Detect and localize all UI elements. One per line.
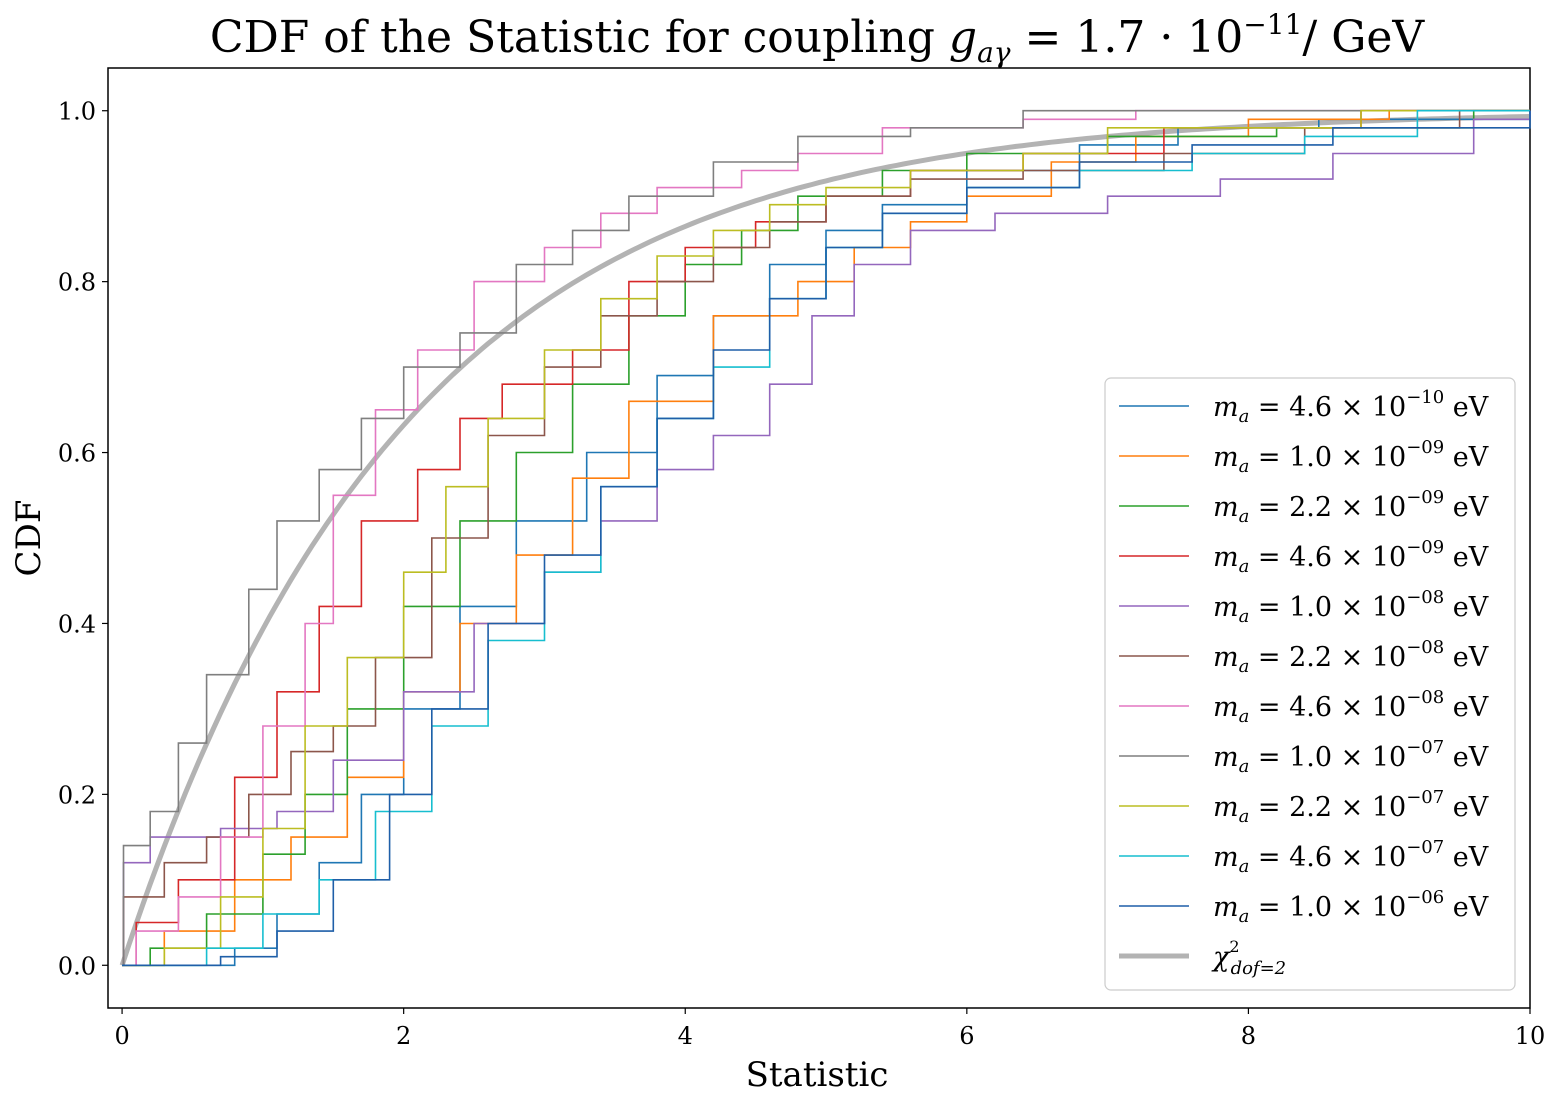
y-tick-label: 0.6 [58,440,96,468]
x-tick-label: 6 [959,1022,974,1050]
legend-label-7: ma = 1.0 × 10−07 eV [1213,737,1489,777]
y-tick-label: 1.0 [58,98,96,126]
ticks-group: 0 2 4 6 8 10 0.0 0.2 0.4 0.6 0.8 1.0 [58,98,1545,1050]
x-tick-label: 8 [1241,1022,1256,1050]
legend-label-6: ma = 4.6 × 10−08 eV [1213,687,1489,727]
legend-box [1104,377,1516,991]
y-tick-label: 0.2 [58,781,96,809]
legend-label-9: ma = 4.6 × 10−07 eV [1213,837,1489,877]
legend: ma = 4.6 × 10−10 eV ma = 1.0 × 10−09 eV ma… [1104,377,1516,991]
plot-area: 0 2 4 6 8 10 0.0 0.2 0.4 0.6 0.8 1.0 [58,67,1545,1050]
y-tick-label: 0.4 [58,610,96,638]
chart-title: CDF of the Statistic for coupling gaγ = … [210,8,1426,69]
x-tick-label: 4 [678,1022,693,1050]
axes-frame [107,67,1531,1009]
legend-label-5: ma = 2.2 × 10−08 eV [1213,637,1489,677]
series-group [119,109,1531,967]
series-line-6 [122,109,1530,967]
legend-label-8: ma = 2.2 × 10−07 eV [1213,787,1489,827]
y-tick-label: 0.0 [58,952,96,980]
x-tick-label: 10 [1515,1022,1546,1050]
y-tick-label: 0.8 [58,269,96,297]
series-line-0 [122,110,1531,967]
legend-label-1: ma = 1.0 × 10−09 eV [1213,437,1489,477]
series-line-10 [122,110,1531,967]
legend-label-0: ma = 4.6 × 10−10 eV [1213,387,1489,427]
series-line-7 [122,109,1530,967]
series-line-8 [122,109,1530,967]
x-tick-label: 0 [114,1022,129,1050]
legend-label-2: ma = 2.2 × 10−09 eV [1213,487,1489,527]
y-axis-label: CDF [9,500,49,577]
legend-label-reference: χ2 dof=2 [1211,937,1286,979]
series-chi2-reference [119,114,1531,967]
legend-label-10: ma = 1.0 × 10−06 eV [1213,887,1489,927]
x-axis-label: Statistic [746,1055,889,1095]
x-tick-label: 2 [396,1022,411,1050]
legend-label-4: ma = 1.0 × 10−08 eV [1213,587,1489,627]
legend-label-3: ma = 4.6 × 10−09 eV [1213,537,1489,577]
